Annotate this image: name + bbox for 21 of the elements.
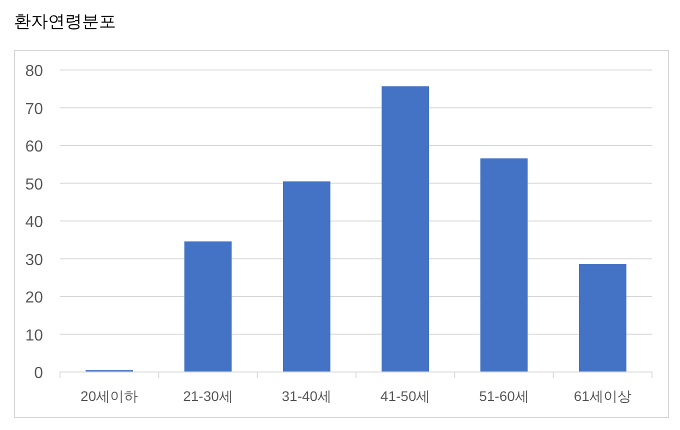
bar: [184, 241, 232, 372]
chart-title: 환자연령분포: [14, 12, 116, 31]
bar: [480, 158, 528, 372]
x-tick-label: 20세이하: [80, 388, 138, 404]
y-tick-label: 80: [25, 63, 44, 80]
y-tick-label: 30: [25, 252, 44, 269]
bar: [282, 181, 330, 372]
bar: [382, 86, 430, 372]
y-tick-label: 70: [25, 100, 44, 118]
y-tick-label: 20: [25, 290, 44, 306]
bar: [578, 264, 626, 372]
x-tick-label: 21-30세: [183, 388, 233, 404]
x-tick-label: 41-50세: [380, 388, 430, 404]
y-tick-label: 40: [25, 214, 44, 231]
y-tick-label: 60: [25, 138, 44, 156]
y-tick-label: 10: [25, 327, 44, 344]
y-tick-label: 50: [25, 176, 44, 194]
x-tick-label: 61세이상: [574, 388, 632, 404]
x-tick-label: 51-60세: [479, 388, 529, 404]
y-tick-label: 0: [34, 365, 44, 382]
x-tick-label: 31-40세: [282, 388, 332, 404]
